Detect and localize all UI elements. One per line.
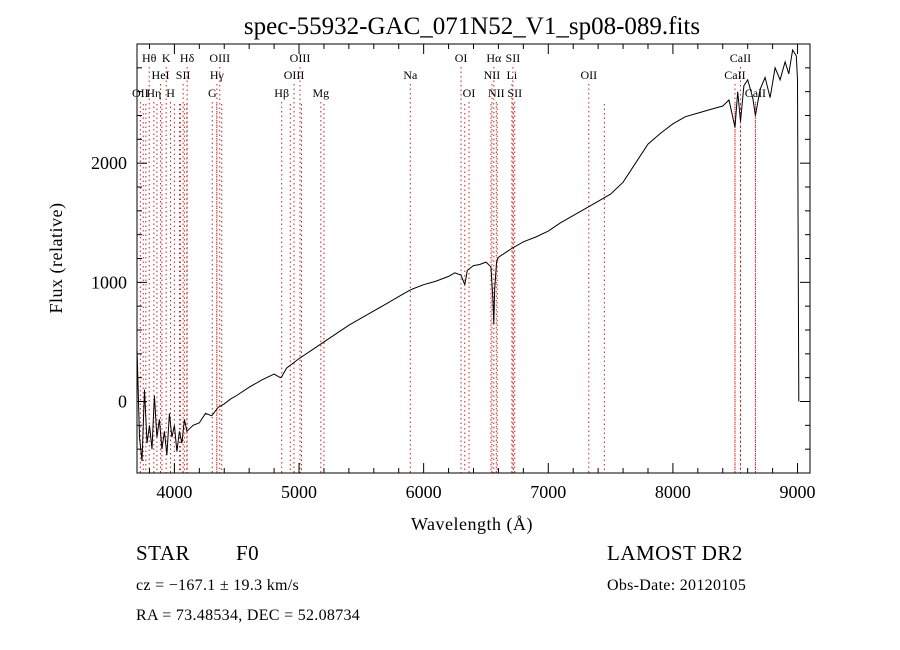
line-markers — [139, 67, 756, 473]
line-label: NII — [488, 86, 505, 100]
line-label: Hγ — [210, 68, 225, 82]
survey-name: LAMOST DR2 — [607, 541, 743, 565]
line-label: Hη — [146, 86, 161, 100]
chart-title: spec-55932-GAC_071N52_V1_sp08-089.fits — [244, 13, 700, 40]
line-label: K — [162, 51, 171, 65]
y-tick-label: 1000 — [91, 272, 127, 292]
line-label: OII — [132, 86, 149, 100]
x-tick-label: 9000 — [780, 482, 816, 502]
line-label: SII — [507, 86, 522, 100]
obs-date: Obs-Date: 20120105 — [607, 577, 746, 594]
y-tick-label: 2000 — [91, 153, 127, 173]
x-axis: 4000 5000 6000 7000 8000 9000 — [148, 44, 816, 502]
line-label: Mg — [312, 86, 329, 100]
x-tick-label: 4000 — [156, 482, 192, 502]
line-label: Hβ — [274, 86, 289, 100]
coordinates: RA = 73.48534, DEC = 52.08734 — [136, 607, 360, 624]
line-label: SII — [176, 68, 191, 82]
x-tick-label: 7000 — [530, 482, 566, 502]
line-label: OIII — [290, 51, 311, 65]
line-label: CaII — [745, 86, 766, 100]
x-tick-label: 6000 — [406, 482, 442, 502]
line-label: CaII — [724, 68, 745, 82]
object-class: STAR — [136, 541, 190, 565]
line-label: OIII — [209, 51, 230, 65]
line-label: H — [166, 86, 175, 100]
spectrum-line — [136, 48, 800, 462]
line-labels: Hθ K Hδ OIII OIII OI Hα SII CaII HeI SII Hγ OIII Na NI… — [132, 51, 766, 100]
line-label: Hθ — [142, 51, 157, 65]
y-axis-label: Flux (relative) — [46, 203, 67, 314]
line-label: Hα — [486, 51, 502, 65]
line-label: HeI — [152, 68, 170, 82]
line-label: Na — [403, 68, 418, 82]
y-axis: 0 1000 2000 — [91, 67, 810, 450]
line-label: OI — [455, 51, 468, 65]
line-label: Hδ — [180, 51, 195, 65]
line-label: OIII — [284, 68, 305, 82]
line-label: OII — [580, 68, 597, 82]
redshift-cz: cz = −167.1 ± 19.3 km/s — [136, 577, 299, 594]
line-label: SII — [506, 51, 521, 65]
x-axis-label: Wavelength (Å) — [411, 514, 533, 535]
line-label: NII — [484, 68, 501, 82]
y-tick-label: 0 — [118, 392, 127, 412]
line-label: G — [208, 86, 217, 100]
plot-frame — [136, 43, 811, 474]
line-label: Li — [507, 68, 518, 82]
line-label: OI — [463, 86, 476, 100]
subclass: F0 — [236, 541, 259, 565]
x-tick-label: 5000 — [281, 482, 317, 502]
x-tick-label: 8000 — [655, 482, 691, 502]
line-label: CaII — [730, 51, 751, 65]
